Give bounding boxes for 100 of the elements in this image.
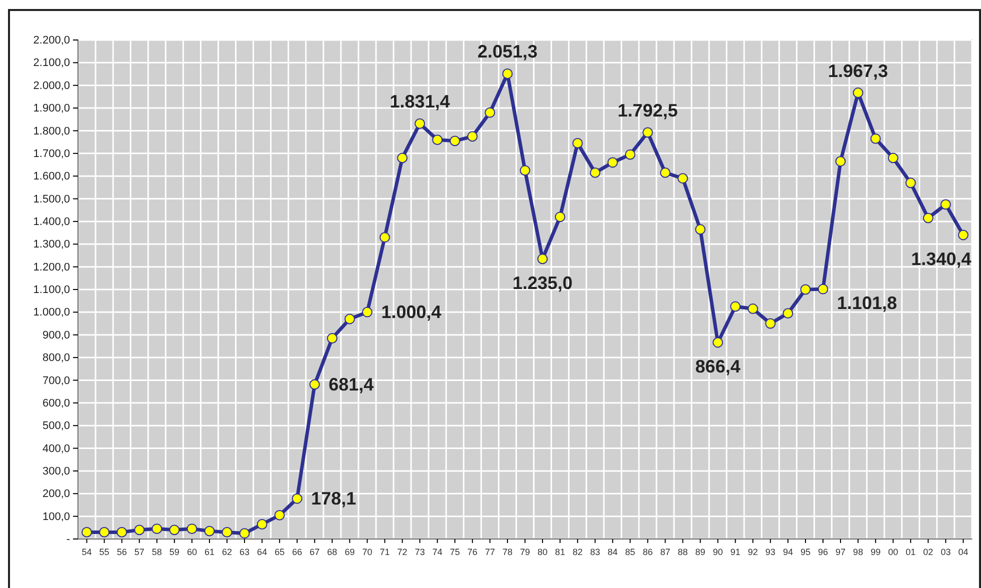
point (467, 131, 478, 142)
x-tick-label: 81 (555, 547, 566, 557)
x-tick-label: 79 (520, 547, 530, 557)
point (432, 134, 443, 146)
x-tick-label: 87 (660, 547, 670, 557)
data-label: 2.051,3 (477, 42, 538, 62)
y-tick-label: 2.200,0 (33, 34, 70, 47)
x-tick-label: 76 (467, 547, 478, 557)
y-tick-label: 300,0 (42, 465, 70, 478)
x-tick-label: 95 (800, 547, 810, 557)
y-tick-label: 800,0 (42, 352, 70, 364)
x-tick-label: 66 (292, 547, 302, 557)
x-tick-label: 90 (712, 547, 723, 557)
point (239, 528, 250, 539)
x-tick-label: 99 (870, 547, 881, 557)
x-tick-label: 65 (274, 547, 285, 557)
y-tick-label: 1.200,0 (33, 261, 70, 274)
x-tick-label: 59 (169, 547, 180, 557)
point (450, 136, 460, 146)
x-tick-label: 58 (152, 547, 162, 557)
data-label: 1.000,4 (381, 302, 442, 322)
point (484, 107, 496, 118)
point (380, 232, 390, 243)
point (870, 133, 881, 144)
data-label: 1.235,0 (512, 272, 573, 293)
y-tick-label: 2.100,0 (33, 57, 70, 70)
point (642, 127, 653, 138)
data-label: 681,4 (328, 374, 374, 394)
y-tick-label: 1.900,0 (33, 102, 70, 115)
point (572, 138, 583, 148)
point (520, 165, 530, 176)
point (835, 156, 846, 167)
point (256, 519, 268, 530)
x-tick-label: 56 (116, 547, 127, 557)
point (362, 306, 372, 318)
data-label: 1.967,3 (828, 60, 888, 81)
data-label: 1.831,4 (390, 92, 450, 112)
y-tick-label: 400,0 (42, 442, 70, 455)
data-label: 178,1 (311, 488, 356, 509)
x-tick-label: 86 (642, 547, 653, 557)
y-tick-label: 1.500,0 (33, 193, 70, 206)
data-label: 1.340,4 (911, 248, 972, 269)
x-tick-label: 73 (414, 547, 425, 557)
y-tick-label: 1.000,0 (33, 306, 70, 319)
x-tick-label: 97 (836, 547, 846, 557)
y-tick-label: 1.600,0 (33, 170, 70, 183)
y-tick-label: 1.700,0 (33, 148, 70, 160)
y-tick-label: 500,0 (42, 420, 70, 432)
point (397, 152, 408, 164)
y-tick-label: - (66, 534, 70, 546)
point (99, 526, 110, 538)
x-tick-label: 92 (748, 547, 758, 557)
x-tick-label: 70 (362, 547, 372, 557)
x-tick-label: 93 (765, 547, 776, 557)
point (502, 68, 513, 79)
y-tick-label: 100,0 (42, 510, 70, 523)
x-tick-label: 78 (502, 547, 512, 557)
x-tick-label: 89 (695, 547, 706, 557)
point (678, 173, 688, 184)
point (852, 88, 864, 98)
x-tick-label: 04 (958, 547, 968, 557)
x-tick-label: 64 (257, 547, 268, 557)
y-tick-label: 2.000,0 (33, 80, 70, 92)
point (800, 284, 811, 295)
x-tick-label: 71 (380, 547, 390, 557)
point (186, 524, 198, 534)
y-tick-label: 600,0 (42, 397, 70, 410)
point (116, 526, 128, 538)
point (82, 526, 92, 538)
point (169, 524, 180, 536)
y-tick-label: 1.100,0 (33, 284, 70, 296)
point (607, 157, 618, 168)
point (590, 167, 600, 178)
point (152, 524, 162, 534)
x-tick-label: 94 (782, 547, 793, 557)
y-tick-label: 1.300,0 (33, 238, 70, 251)
x-tick-label: 84 (608, 547, 618, 557)
point (712, 337, 724, 348)
point (748, 304, 758, 314)
x-tick-label: 67 (310, 547, 320, 557)
y-tick-label: 700,0 (42, 374, 70, 387)
x-tick-label: 01 (906, 547, 916, 557)
point (309, 379, 320, 390)
x-tick-label: 63 (240, 547, 250, 557)
x-tick-label: 74 (432, 547, 442, 557)
point (958, 230, 968, 240)
x-tick-label: 60 (186, 547, 197, 557)
y-tick-label: 900,0 (42, 329, 70, 342)
point (624, 149, 636, 160)
x-tick-label: 96 (818, 547, 828, 557)
x-tick-label: 69 (344, 547, 355, 557)
point (554, 212, 566, 222)
x-tick-label: 80 (538, 547, 548, 557)
point (292, 493, 302, 504)
point (134, 524, 145, 536)
x-tick-label: 61 (204, 547, 214, 557)
point (344, 314, 355, 324)
point (905, 178, 916, 188)
point (888, 152, 898, 164)
data-label: 1.101,8 (837, 293, 898, 314)
